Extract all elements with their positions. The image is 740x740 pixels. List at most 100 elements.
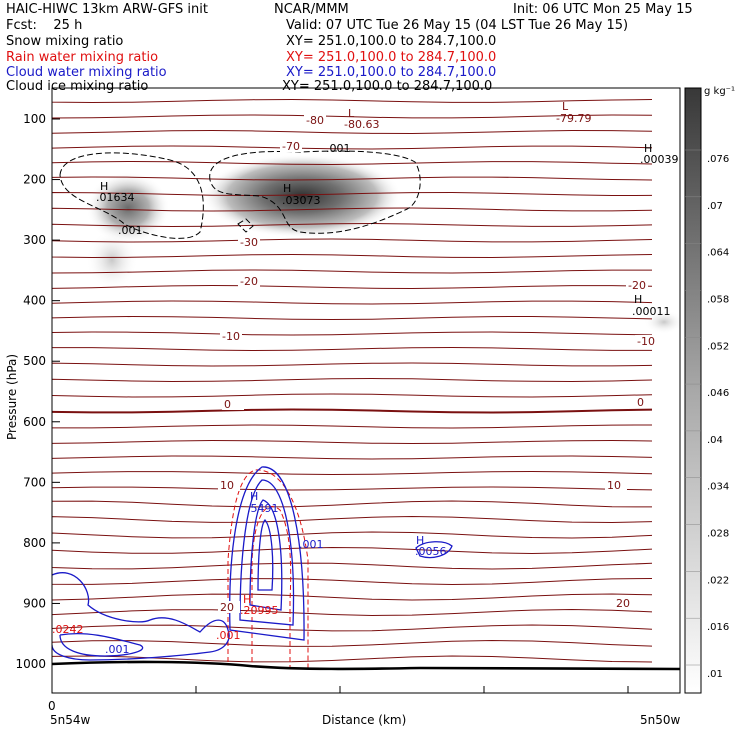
- isotherm-line: [52, 346, 652, 352]
- y-tick-label: 100: [23, 112, 46, 126]
- temperature-contours: [52, 98, 653, 663]
- cloudwater-contours: [52, 466, 453, 661]
- isotherm-label: -20: [240, 275, 258, 288]
- field-snow-name: Snow mixing ratio: [6, 34, 124, 49]
- field-rain-xy: XY= 251.0,100.0 to 284.7,100.0: [286, 50, 497, 65]
- cloudwater-contour-2: [239, 479, 295, 626]
- high-marker: H: [283, 182, 291, 195]
- y-tick-label: 800: [23, 536, 46, 550]
- isotherm-label: -80: [306, 114, 324, 127]
- rain-contour-label: .001: [216, 629, 241, 642]
- isotherm-label: -30: [240, 236, 258, 249]
- rain-contour-inner: [251, 506, 292, 668]
- isotherm-line: [52, 531, 653, 539]
- isotherm-line: [52, 207, 653, 212]
- colorbar-unit: g kg⁻¹: [704, 86, 735, 97]
- isotherm-line: [52, 515, 653, 524]
- colorbar-level: .064: [707, 248, 729, 259]
- x-tick-zero: 0: [48, 699, 56, 713]
- ice-contour-small: [237, 218, 254, 233]
- isotherm-line: [52, 608, 653, 617]
- isotherm-label-bg: [635, 335, 657, 347]
- isotherm-label-bg: [238, 236, 260, 248]
- init-label: Init: 06 UTC Mon 25 May 15: [513, 2, 693, 17]
- colorbar-level: .034: [707, 482, 729, 493]
- isotherm-line: [52, 546, 653, 555]
- isotherm-line: [52, 160, 653, 166]
- colorbar-level: .07: [707, 201, 723, 212]
- snow-shading: [86, 154, 680, 334]
- isotherm-line: [52, 362, 653, 367]
- high-value: .03073: [282, 194, 321, 207]
- field-cloudwater-xy: XY= 251.0,100.0 to 284.7,100.0: [286, 65, 497, 80]
- valid-label: Valid: 07 UTC Tue 26 May 15 (04 LST Tue …: [286, 18, 629, 33]
- cloudwater-contour-1: [229, 466, 305, 641]
- low-marker: L: [348, 107, 355, 120]
- isotherm-label: 20: [616, 597, 630, 610]
- cloudwater-contour-low: [52, 572, 230, 661]
- isotherm-line: [52, 269, 652, 274]
- fcst-label: Fcst: 25 h: [6, 18, 83, 33]
- snow-lower-shade: [86, 230, 138, 290]
- isotherm-line: [52, 253, 653, 259]
- isotherm-line: [52, 331, 653, 336]
- colorbar-level: .076: [707, 154, 729, 165]
- isotherm-label: 0: [637, 396, 644, 409]
- high-marker: H: [416, 534, 424, 547]
- colorbar-level: .016: [707, 622, 729, 633]
- high-marker: H: [644, 142, 652, 155]
- isotherm-label: -10: [637, 335, 655, 348]
- field-ice-xy: XY= 251.0,100.0 to 284.7,100.0: [282, 79, 493, 94]
- cloudwater-contour-label: .001: [299, 538, 324, 551]
- isotherm-line: [52, 145, 653, 150]
- low-value: -79.79: [556, 112, 591, 125]
- isotherm-line: [52, 639, 653, 647]
- isotherm-line: [52, 393, 653, 398]
- isotherm-label-bg: [304, 114, 326, 126]
- colorbar: [684, 87, 702, 694]
- high-value: .01634: [96, 191, 135, 204]
- high-marker: H: [250, 490, 258, 503]
- y-tick-label: 600: [23, 415, 46, 429]
- ice-contour-label: .001: [118, 224, 143, 237]
- field-rain-name: Rain water mixing ratio: [6, 50, 159, 65]
- high-marker: H: [634, 293, 642, 306]
- isotherm-label-bg: [238, 275, 260, 287]
- cloudwater-contour-right: [415, 541, 453, 559]
- rain-contour-outer: [227, 469, 309, 668]
- isotherm-label-bg: [222, 398, 244, 410]
- contour-labels: .001 .001 .001 .001 .001 .0242: [52, 142, 351, 656]
- y-tick-label: 900: [23, 596, 46, 610]
- high-marker: H: [243, 593, 251, 606]
- isotherm-label-bg: [218, 601, 240, 613]
- y-tick-label: 700: [23, 475, 46, 489]
- low-marker: L: [562, 100, 569, 113]
- isotherm-line: [52, 176, 653, 181]
- isotherm-label: 20: [220, 601, 234, 614]
- colorbar-level: .052: [707, 341, 729, 352]
- y-tick-label: 400: [23, 294, 46, 308]
- isotherm-label-bg: [280, 140, 302, 152]
- isotherm-label-bg: [614, 597, 636, 609]
- isotherm-line: [52, 191, 653, 197]
- colorbar-level: .058: [707, 294, 729, 305]
- x-start-label: 5n54w: [50, 713, 91, 727]
- isotherm-line: [52, 98, 653, 104]
- isotherm-label-bg: [626, 279, 648, 291]
- isotherm-line: [52, 624, 653, 632]
- plot-frame: [51, 87, 681, 694]
- terrain-line: [51, 660, 681, 671]
- isotherm-line: [52, 470, 653, 476]
- isotherm-label-bg: [220, 330, 242, 342]
- y-tick-label: 500: [23, 354, 46, 368]
- y-tick-label: 300: [23, 233, 46, 247]
- colorbar-level: .046: [707, 388, 729, 399]
- x-end-label: 5n50w: [640, 713, 681, 727]
- colorbar-labels: .01 .016 .022 .028 .034 .04 .046 .052 .058 .064 .0…: [685, 149, 729, 680]
- isotherm-label-bg: [218, 479, 240, 491]
- isotherm-label: -70: [282, 140, 300, 153]
- isotherm-line: [52, 562, 653, 570]
- isotherm-label: 10: [607, 479, 621, 492]
- isotherm-line: [52, 129, 653, 135]
- high-value: .0056: [415, 545, 447, 558]
